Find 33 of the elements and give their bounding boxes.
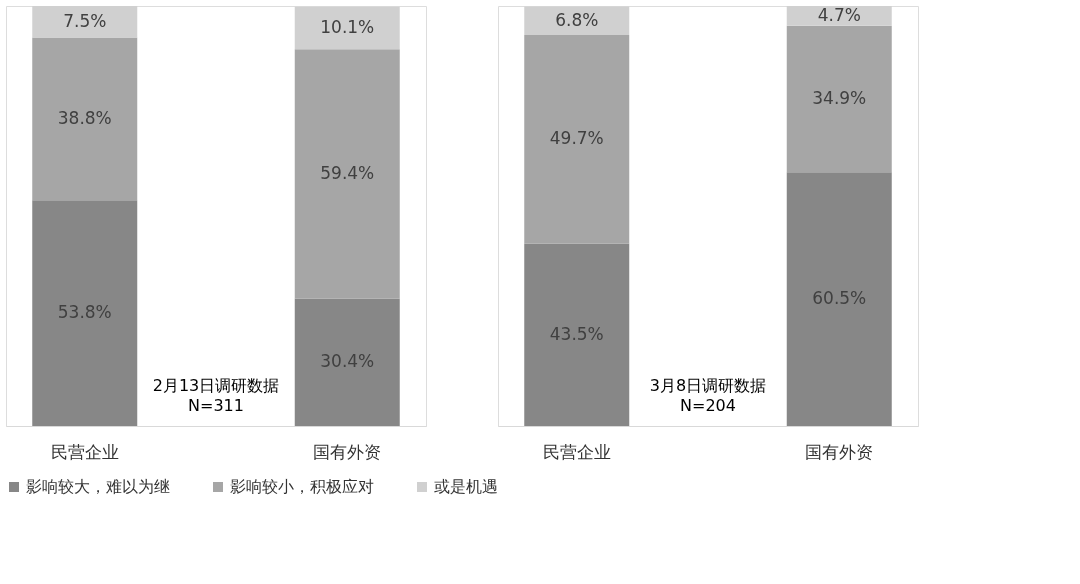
bar (786, 6, 892, 26)
data-label: 6.8% (555, 9, 599, 30)
data-label: 59.4% (320, 162, 375, 183)
data-label: 43.5% (549, 323, 604, 344)
data-label: 49.7% (549, 128, 604, 149)
data-label: 38.8% (57, 107, 112, 128)
bar (294, 6, 400, 50)
data-label: 60.5% (812, 288, 867, 309)
bar (524, 6, 630, 35)
legend-label: 影响较大，难以为继 (26, 477, 170, 496)
bar (524, 34, 630, 244)
bar (294, 49, 400, 299)
data-label: 53.8% (57, 302, 112, 323)
x-tick-label: 国有外资 (313, 441, 382, 462)
data-label: 10.1% (320, 17, 375, 38)
x-tick-label: 民营企业 (50, 441, 119, 462)
data-label: 7.5% (63, 10, 107, 31)
bar (786, 25, 892, 173)
legend-label: 影响较小，积极应对 (230, 477, 374, 496)
bar (786, 172, 892, 426)
bar (32, 6, 138, 38)
data-label: 34.9% (812, 87, 867, 108)
x-tick-label: 民营企业 (542, 441, 611, 462)
annotation: 2月13日调研数据 N=311 (152, 376, 280, 415)
bar (32, 37, 138, 201)
bar (32, 200, 138, 426)
x-tick-label: 国有外资 (805, 441, 874, 462)
data-label: 30.4% (320, 351, 375, 372)
data-label: 4.7% (817, 4, 861, 25)
bar (294, 298, 400, 426)
bar (524, 243, 630, 426)
annotation: 3月8日调研数据 N=204 (649, 376, 767, 415)
legend-label: 或是机遇 (434, 477, 498, 496)
